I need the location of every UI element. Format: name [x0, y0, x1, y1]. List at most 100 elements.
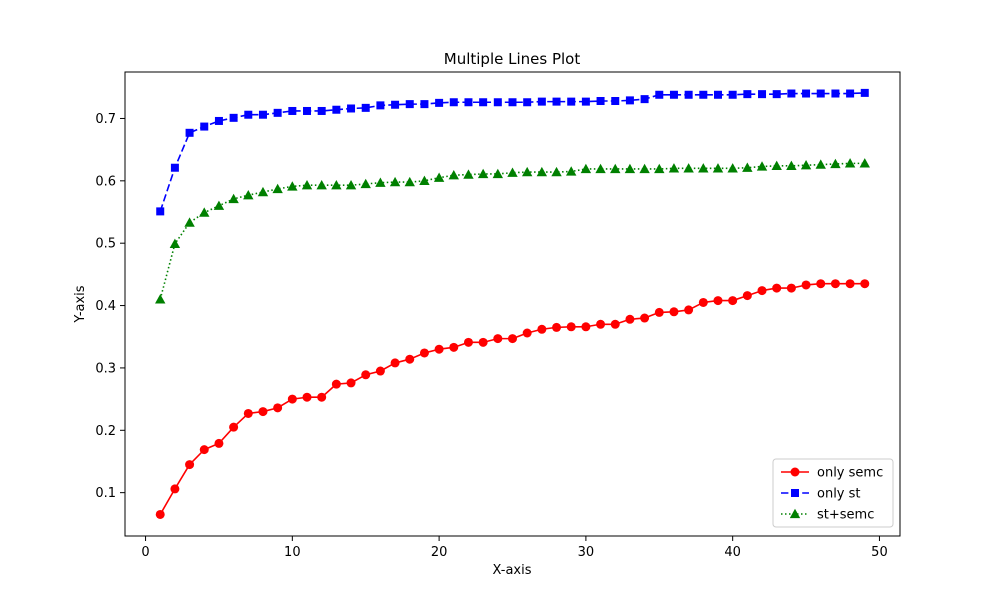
legend-item-only-st: only st: [781, 487, 861, 502]
data-point: [360, 178, 371, 189]
legend-swatch-marker: [790, 467, 800, 477]
data-point: [712, 163, 724, 173]
plot-area: [124, 71, 901, 537]
data-point: [433, 172, 445, 182]
data-point: [214, 438, 224, 448]
data-point: [302, 392, 312, 402]
data-point: [229, 422, 239, 432]
x-tick-label: 0: [141, 545, 149, 560]
series-only-semc: [155, 279, 870, 519]
legend-item-only-semc: only semc: [781, 466, 883, 481]
legend-swatch-marker: [789, 508, 801, 519]
data-point: [669, 307, 679, 317]
data-point: [772, 90, 781, 99]
data-point: [464, 98, 473, 107]
data-point: [845, 279, 855, 289]
data-point: [213, 200, 225, 210]
data-point: [611, 97, 620, 105]
data-point: [581, 322, 591, 332]
data-point: [405, 100, 414, 109]
data-point: [742, 162, 753, 172]
data-point: [391, 100, 400, 109]
data-point: [419, 175, 430, 185]
data-point: [743, 90, 752, 99]
x-tick-label: 10: [284, 545, 301, 560]
data-point: [859, 158, 870, 168]
data-point: [610, 163, 621, 174]
data-point: [640, 95, 649, 104]
data-point: [698, 297, 708, 307]
data-point: [156, 207, 165, 216]
data-point: [361, 370, 371, 380]
data-point: [345, 179, 357, 190]
data-point: [668, 163, 680, 173]
data-point: [493, 334, 503, 344]
data-point: [684, 90, 693, 99]
data-point: [463, 337, 473, 347]
data-point: [419, 348, 429, 358]
data-point: [332, 105, 341, 114]
data-point: [771, 160, 782, 171]
data-point: [508, 334, 517, 344]
data-point: [684, 305, 694, 315]
data-point: [434, 344, 444, 354]
data-point: [317, 106, 326, 115]
data-point: [346, 378, 356, 388]
data-point: [860, 279, 870, 289]
data-point: [301, 179, 313, 190]
data-point: [170, 484, 180, 494]
data-point: [155, 294, 166, 304]
data-point: [214, 116, 223, 125]
data-point: [816, 89, 825, 98]
data-point: [815, 159, 826, 169]
data-point: [551, 166, 562, 177]
data-point: [596, 97, 605, 105]
data-point: [273, 403, 283, 413]
data-point: [521, 166, 533, 177]
y-tick-label: 0.1: [95, 486, 116, 501]
data-point: [272, 183, 283, 194]
data-point: [508, 98, 517, 107]
data-point: [742, 291, 752, 301]
legend-label: only semc: [817, 466, 883, 481]
data-point: [567, 97, 576, 106]
data-point: [610, 319, 620, 329]
data-point: [257, 186, 269, 197]
plot-frame: [124, 71, 901, 537]
series-layer: [155, 88, 870, 519]
data-point: [493, 98, 502, 107]
data-point: [625, 314, 635, 324]
y-tick-label: 0.3: [95, 361, 116, 376]
chart-title: Multiple Lines Plot: [444, 50, 581, 68]
data-point: [800, 160, 812, 170]
data-point: [420, 100, 429, 109]
data-point: [169, 238, 181, 248]
data-point: [389, 176, 401, 187]
data-point: [537, 324, 547, 334]
data-point: [654, 307, 664, 317]
data-point: [537, 97, 546, 106]
data-point: [595, 163, 606, 174]
data-point: [347, 104, 356, 113]
data-point: [155, 509, 165, 519]
data-point: [375, 177, 386, 187]
data-point: [287, 181, 298, 191]
data-point: [860, 88, 869, 97]
y-tick-label: 0.2: [95, 424, 116, 439]
x-tick-label: 30: [578, 545, 595, 560]
data-point: [625, 96, 634, 105]
data-point: [199, 207, 210, 217]
data-point: [376, 101, 385, 110]
series-st-semc: [155, 158, 870, 304]
data-point: [757, 286, 767, 296]
data-point: [523, 98, 532, 107]
data-point: [713, 90, 722, 99]
data-point: [463, 169, 474, 179]
data-point: [844, 158, 856, 168]
data-point: [288, 106, 297, 115]
data-point: [404, 176, 415, 187]
y-axis: 0.1 0.2 0.3 0.4 0.5 0.6 0.7: [95, 112, 125, 501]
data-point: [258, 407, 268, 417]
